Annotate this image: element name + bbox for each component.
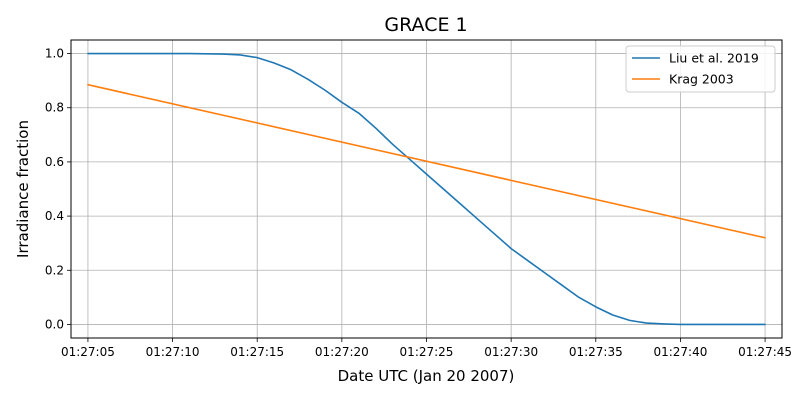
x-tick-label: 01:27:20 <box>315 345 369 359</box>
chart-title: GRACE 1 <box>384 14 467 36</box>
y-tick-label: 0.0 <box>45 317 64 331</box>
series-layer <box>87 52 766 326</box>
series-line-0 <box>87 52 766 326</box>
x-tick-label: 01:27:45 <box>738 345 792 359</box>
x-tick-label: 01:27:10 <box>146 345 200 359</box>
y-tick-label: 0.4 <box>45 209 64 223</box>
x-tick-label: 01:27:25 <box>400 345 454 359</box>
x-tick-label: 01:27:35 <box>569 345 623 359</box>
y-tick-label: 0.6 <box>45 155 64 169</box>
y-tick-label: 0.8 <box>45 101 64 115</box>
series-line-1 <box>87 83 766 239</box>
ticks: 01:27:05 01:27:10 01:27:15 01:27:20 01:27:25… <box>45 47 792 359</box>
x-tick-label: 01:27:40 <box>653 345 707 359</box>
x-tick-label: 01:27:05 <box>61 345 115 359</box>
x-tick-label: 01:27:30 <box>484 345 538 359</box>
legend-label-1: Krag 2003 <box>669 72 734 87</box>
legend-label-0: Liu et al. 2019 <box>669 51 759 66</box>
y-axis-title: Irradiance fraction <box>14 120 32 258</box>
x-tick-label: 01:27:15 <box>230 345 284 359</box>
y-tick-label: 0.2 <box>45 263 64 277</box>
x-axis-title: Date UTC (Jan 20 2007) <box>338 367 515 385</box>
legend: Liu et al. 2019 Krag 2003 <box>625 45 776 93</box>
legend-box <box>625 45 776 93</box>
y-tick-label: 1.0 <box>45 47 64 61</box>
